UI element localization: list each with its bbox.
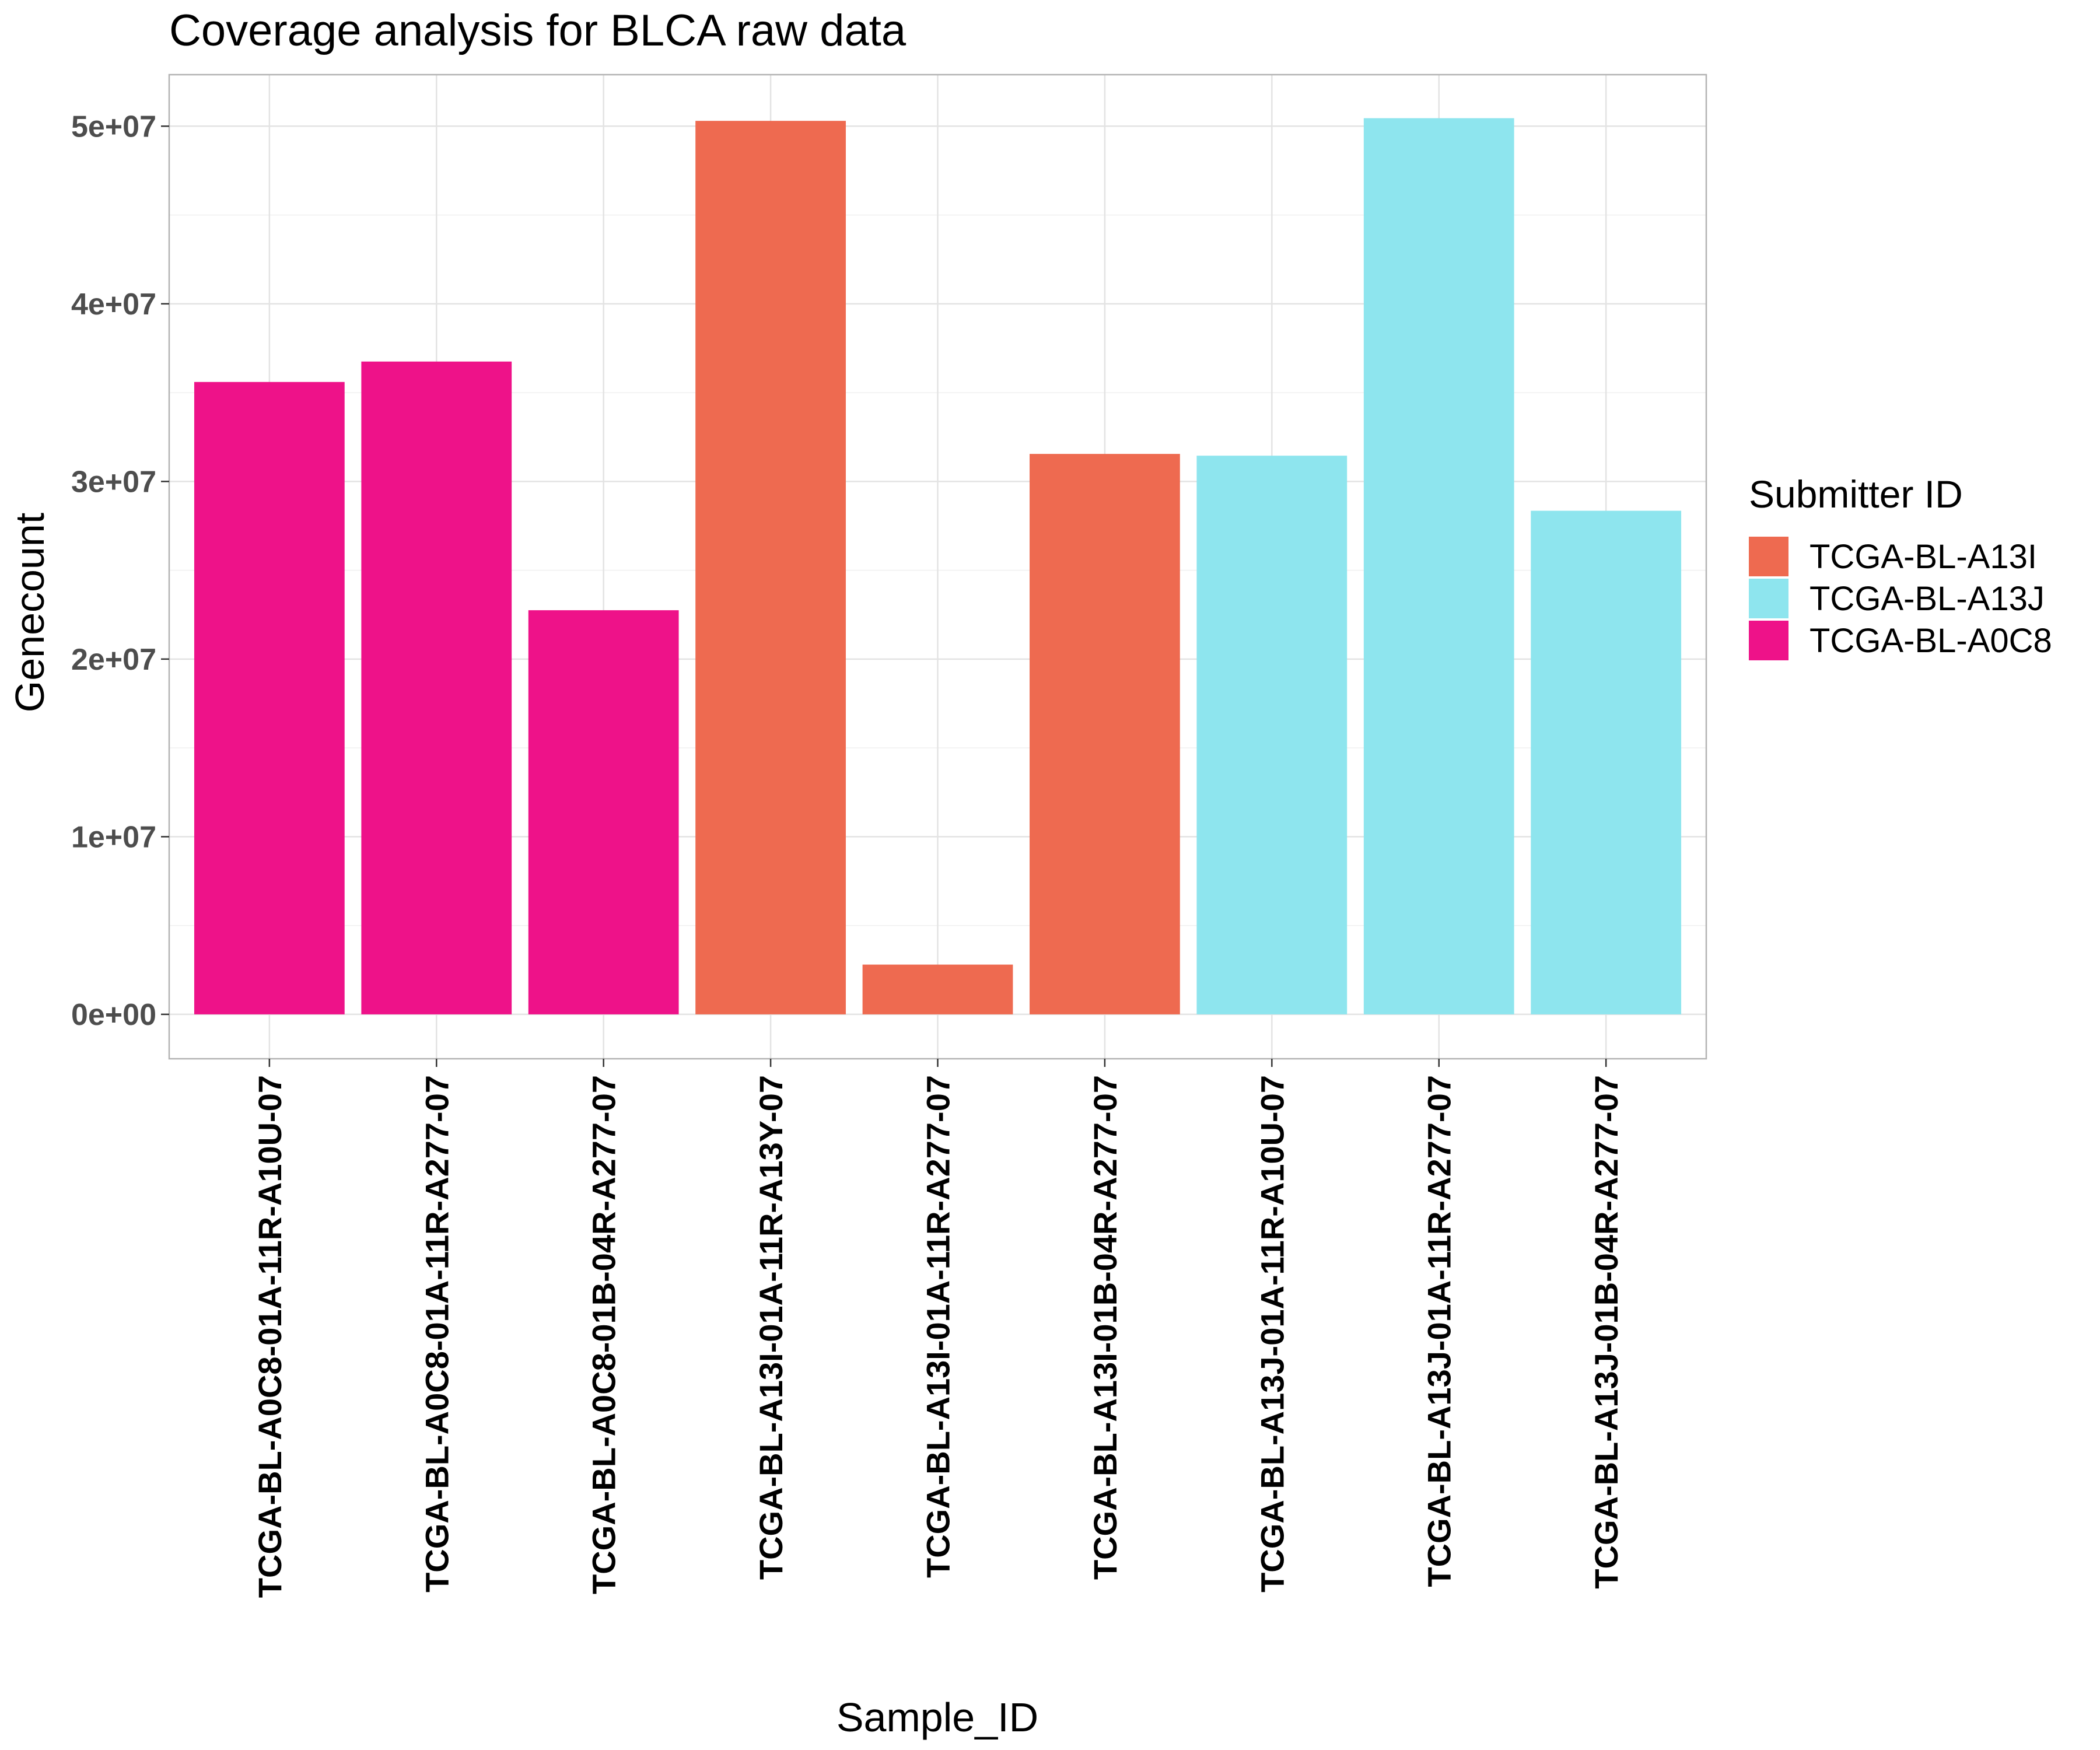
legend-label: TCGA-BL-A13J	[1810, 580, 2045, 618]
x-tick-label: TCGA-BL-A0C8-01B-04R-A277-07	[586, 1075, 622, 1594]
bar-TCGA-BL-A13J-01B-04R-A277-07	[1531, 510, 1682, 1014]
y-tick-label: 4e+07	[71, 288, 156, 321]
bars	[194, 118, 1682, 1014]
bar-TCGA-BL-A13I-01A-11R-A13Y-07	[695, 121, 846, 1014]
bar-TCGA-BL-A13I-01B-04R-A277-07	[1030, 454, 1180, 1014]
y-tick-label: 3e+07	[71, 465, 156, 499]
legend-label: TCGA-BL-A0C8	[1810, 622, 2052, 660]
y-axis: 0e+00 1e+07 2e+07 3e+07 4e+07 5e+07	[71, 110, 169, 1032]
y-tick-label: 0e+00	[71, 998, 156, 1032]
y-tick-label: 1e+07	[71, 820, 156, 854]
x-tick-label: TCGA-BL-A13J-01A-11R-A10U-07	[1254, 1075, 1290, 1592]
legend-swatch	[1749, 621, 1788, 660]
y-axis-title: Genecount	[7, 513, 52, 712]
x-tick-label: TCGA-BL-A13J-01A-11R-A277-07	[1421, 1075, 1458, 1587]
y-tick-label: 5e+07	[71, 110, 156, 144]
bar-TCGA-BL-A13J-01A-11R-A10U-07	[1196, 456, 1348, 1014]
legend: Submitter ID TCGA-BL-A13I TCGA-BL-A13J TCG…	[1749, 473, 2052, 660]
bar-TCGA-BL-A0C8-01B-04R-A277-07	[528, 610, 679, 1014]
x-tick-label: TCGA-BL-A0C8-01A-11R-A10U-07	[251, 1075, 288, 1598]
x-tick-label: TCGA-BL-A13I-01A-11R-A13Y-07	[752, 1075, 789, 1580]
x-tick-label: TCGA-BL-A13J-01B-04R-A277-07	[1588, 1075, 1625, 1589]
legend-label: TCGA-BL-A13I	[1810, 538, 2037, 576]
x-tick-label: TCGA-BL-A0C8-01A-11R-A277-07	[418, 1075, 455, 1592]
x-axis: TCGA-BL-A0C8-01A-11R-A10U-07 TCGA-BL-A0C8…	[251, 1059, 1625, 1598]
legend-swatch	[1749, 579, 1788, 618]
legend-swatch	[1749, 537, 1788, 576]
x-axis-title: Sample_ID	[836, 1695, 1038, 1740]
y-tick-label: 2e+07	[71, 643, 156, 677]
bar-TCGA-BL-A0C8-01A-11R-A277-07	[361, 361, 512, 1014]
x-tick-label: TCGA-BL-A13I-01A-11R-A277-07	[920, 1075, 957, 1578]
bar-TCGA-BL-A13I-01A-11R-A277-07	[862, 964, 1013, 1014]
x-tick-label: TCGA-BL-A13I-01B-04R-A277-07	[1087, 1075, 1124, 1580]
bar-TCGA-BL-A0C8-01A-11R-A10U-07	[194, 382, 345, 1014]
bar-TCGA-BL-A13J-01A-11R-A277-07	[1363, 118, 1514, 1014]
legend-title: Submitter ID	[1749, 473, 1963, 516]
chart-title: Coverage analysis for BLCA raw data	[169, 6, 907, 55]
